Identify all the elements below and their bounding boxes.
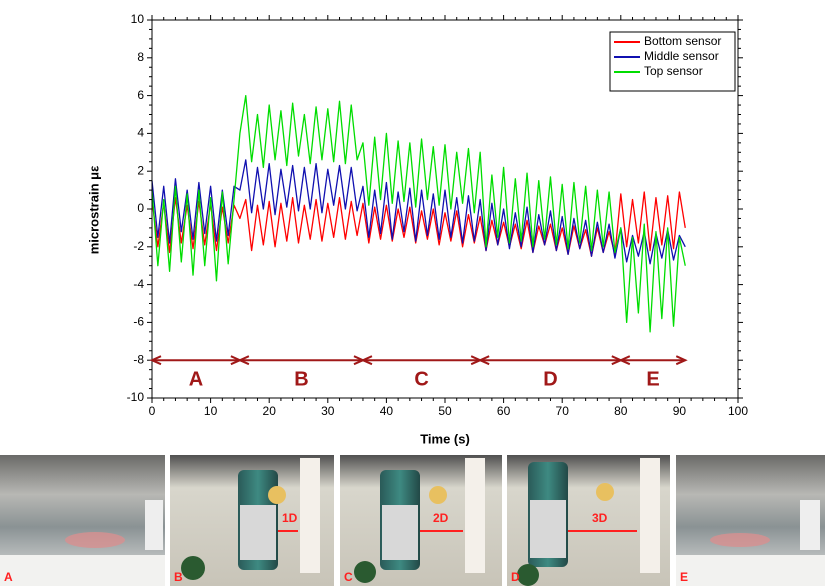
y-tick-label: 6 — [137, 88, 144, 102]
photo — [0, 455, 165, 586]
y-tick-label: -10 — [127, 390, 145, 404]
phase-label: D — [543, 368, 557, 390]
phase-label: B — [294, 368, 308, 390]
photo-strip: 1D 2D 3D A B C D E — [0, 455, 825, 586]
phase-label: E — [646, 368, 659, 390]
y-axis-label: microstrain με — [86, 166, 101, 255]
x-tick-label: 80 — [614, 404, 628, 418]
x-tick-label: 60 — [497, 404, 511, 418]
y-tick-label: 8 — [137, 50, 144, 64]
data-line — [151, 94, 686, 333]
x-tick-label: 30 — [321, 404, 335, 418]
photo-annotation: 1D — [282, 511, 298, 525]
legend-label: Bottom sensor — [644, 34, 721, 48]
y-tick-label: -6 — [133, 315, 144, 329]
arrow-head — [149, 355, 162, 366]
x-tick-label: 70 — [556, 404, 570, 418]
photo-annotation: 3D — [592, 511, 608, 525]
photo — [676, 455, 825, 586]
data-line — [151, 191, 686, 257]
photo-label: E — [680, 570, 688, 584]
y-tick-label: -2 — [133, 239, 144, 253]
x-tick-label: 50 — [438, 404, 452, 418]
photo-label: D — [511, 570, 520, 584]
y-tick-label: 2 — [137, 163, 144, 177]
arrow-head — [618, 355, 631, 366]
legend-label: Middle sensor — [644, 49, 719, 63]
photo — [507, 455, 670, 586]
phase-label: A — [189, 368, 203, 390]
y-tick-label: 10 — [131, 12, 145, 26]
arrow-head — [237, 355, 250, 366]
data-line — [151, 159, 686, 265]
x-tick-label: 10 — [204, 404, 218, 418]
y-tick-label: 4 — [137, 126, 144, 140]
arrow-head — [360, 355, 373, 366]
photo-label: A — [4, 570, 13, 584]
x-axis-label: Time (s) — [420, 431, 470, 446]
photo-annotation: 2D — [433, 511, 449, 525]
photo — [170, 455, 334, 586]
x-tick-label: 100 — [728, 404, 748, 418]
y-tick-label: -4 — [133, 277, 144, 291]
arrow-head — [477, 355, 490, 366]
photo-label: B — [174, 570, 183, 584]
photo — [340, 455, 502, 586]
x-tick-label: 40 — [380, 404, 394, 418]
y-tick-label: 0 — [137, 201, 144, 215]
legend-label: Top sensor — [644, 64, 703, 78]
arrow-head — [675, 355, 688, 366]
x-tick-label: 90 — [673, 404, 687, 418]
y-tick-label: -8 — [133, 352, 144, 366]
photo-label: C — [344, 570, 353, 584]
x-tick-label: 20 — [263, 404, 277, 418]
x-tick-label: 0 — [149, 404, 156, 418]
phase-label: C — [414, 368, 428, 390]
